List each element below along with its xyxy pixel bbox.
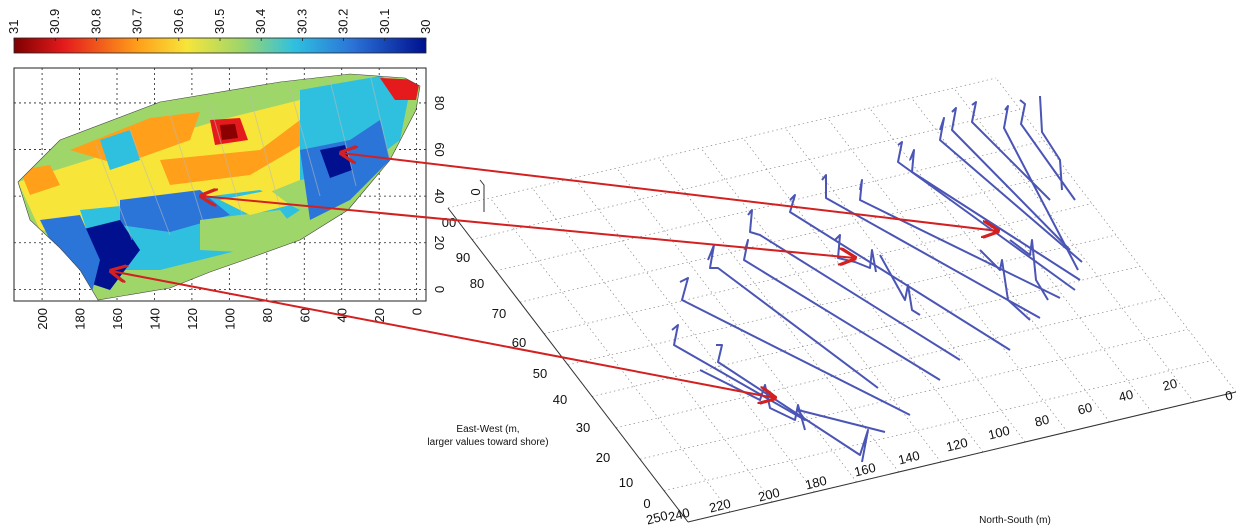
3d-y-tick-label: 80 xyxy=(470,276,484,291)
connector-arrow xyxy=(111,271,775,398)
3d-x-tick-label: 20 xyxy=(1161,376,1179,394)
track-line xyxy=(859,179,1061,299)
track-line xyxy=(679,277,911,416)
track-line xyxy=(1039,95,1063,191)
3d-gridline xyxy=(591,266,1141,397)
3d-x-tick-label: 200 xyxy=(757,485,782,505)
heatmap-x-tick-label: 180 xyxy=(73,308,88,330)
colorbar-tick-label: 30 xyxy=(418,20,433,34)
3d-x-tick-label: 180 xyxy=(804,473,829,493)
connector-arrows xyxy=(111,153,998,398)
heatmap-x-tick-label: 140 xyxy=(147,308,162,330)
3d-y-tick-label: 90 xyxy=(456,250,470,265)
3d-gridline xyxy=(616,167,857,483)
3d-y-tick-label: 40 xyxy=(553,392,567,407)
3d-x-tick-label: 160 xyxy=(853,460,878,480)
3d-gridline xyxy=(663,360,1213,491)
3d-y-tick-label: 10 xyxy=(619,475,633,490)
xlabel-3d: North-South (m) xyxy=(979,515,1051,526)
track-line xyxy=(1003,105,1079,271)
track-line xyxy=(951,107,1071,251)
colorbar-tick-label: 30.1 xyxy=(377,9,392,34)
heatmap-x-tick-label: 200 xyxy=(35,308,50,330)
heatmap-y-tick-label: 80 xyxy=(432,96,447,110)
track-lines xyxy=(671,95,1083,463)
track-line xyxy=(1009,239,1049,301)
3d-x-tick-label: 140 xyxy=(897,448,922,468)
track-line xyxy=(979,249,1031,321)
3d-x-tick-label: 40 xyxy=(1117,387,1135,405)
heatmap-x-tick-label: 60 xyxy=(297,308,312,322)
3d-x-tick-label: 250 xyxy=(645,508,670,528)
3d-gridline xyxy=(519,171,1069,303)
track-line xyxy=(879,254,921,316)
3d-x-tick-label: 100 xyxy=(987,423,1012,443)
3d-gridline xyxy=(495,140,1045,272)
heatmap-x-tick-label: 160 xyxy=(110,308,125,330)
heatmap-x-tick-label: 100 xyxy=(222,308,237,330)
track-line xyxy=(671,324,886,433)
3d-gridline xyxy=(615,297,1165,429)
colorbar-tick-label: 30.2 xyxy=(336,9,351,34)
3d-x-tick-label: 60 xyxy=(1076,400,1094,418)
3d-y-tick-label: 30 xyxy=(576,420,590,435)
colorbar: 31 30.9 30.8 30.7 30.6 30.5 30.4 30.3 30.2 30.1 30 xyxy=(6,9,433,54)
colorbar-tick-label: 30.3 xyxy=(294,9,309,34)
3d-x-tick-label: 0 xyxy=(1224,387,1235,403)
track-line xyxy=(971,101,1051,201)
colorbar-tick-label: 30.5 xyxy=(212,9,227,34)
colorbar-tick-label: 30.8 xyxy=(88,9,103,34)
3d-x-tick-label: 220 xyxy=(708,496,733,516)
3d-gridline xyxy=(639,328,1189,460)
3d-gridline xyxy=(543,203,1093,334)
track-line xyxy=(1019,99,1076,201)
3d-grid xyxy=(447,77,1237,523)
3d-gridline xyxy=(995,77,1237,393)
heatmap-x-tick-label: 0 xyxy=(410,308,425,315)
heatmap-y-tick-label: 60 xyxy=(432,142,447,156)
track-line xyxy=(707,244,879,389)
ylabel-3d-line2: larger values toward shore) xyxy=(427,437,548,448)
3d-y-tick-label: 00 xyxy=(442,215,456,230)
3d-x-tick-label: 120 xyxy=(945,435,970,455)
3d-y-tick-label: 50 xyxy=(533,366,547,381)
heatmap-y-tick-label: 40 xyxy=(432,189,447,203)
3d-x-tick-label: 240 xyxy=(667,505,692,525)
heatmap-x-tick-label: 120 xyxy=(185,308,200,330)
3d-z-tick-label: 0 xyxy=(468,188,483,195)
3d-y-tick-label: 0 xyxy=(643,496,650,511)
heatmap-x-tick-label: 20 xyxy=(372,308,387,322)
3d-gridline xyxy=(567,234,1117,366)
3d-gridline xyxy=(447,77,997,209)
heatmap-x-tick-label: 80 xyxy=(260,308,275,322)
heatmap-y-tick-label: 0 xyxy=(432,286,447,293)
3d-x-tick-label: 80 xyxy=(1033,412,1051,430)
track-line xyxy=(699,369,806,431)
track-line xyxy=(939,117,1083,263)
colorbar-tick-label: 30.4 xyxy=(253,9,268,34)
3d-gridline xyxy=(471,109,1021,240)
colorbar-tick-label: 30.7 xyxy=(130,9,145,34)
3d-gridline xyxy=(953,87,1195,403)
3d-y-tick-label: 20 xyxy=(596,450,610,465)
3d-gridline xyxy=(911,97,1152,413)
ylabel-3d-line1: East-West (m, xyxy=(456,424,519,435)
colorbar-tick-label: 30.6 xyxy=(171,9,186,34)
colorbar-tick-label: 31 xyxy=(6,20,21,34)
3d-y-tick-label: 70 xyxy=(492,306,506,321)
heatmap-y-tick-label: 20 xyxy=(432,236,447,250)
colorbar-tick-label: 30.9 xyxy=(47,9,62,34)
connector-arrow xyxy=(201,196,855,258)
3d-gridline xyxy=(827,117,1068,433)
